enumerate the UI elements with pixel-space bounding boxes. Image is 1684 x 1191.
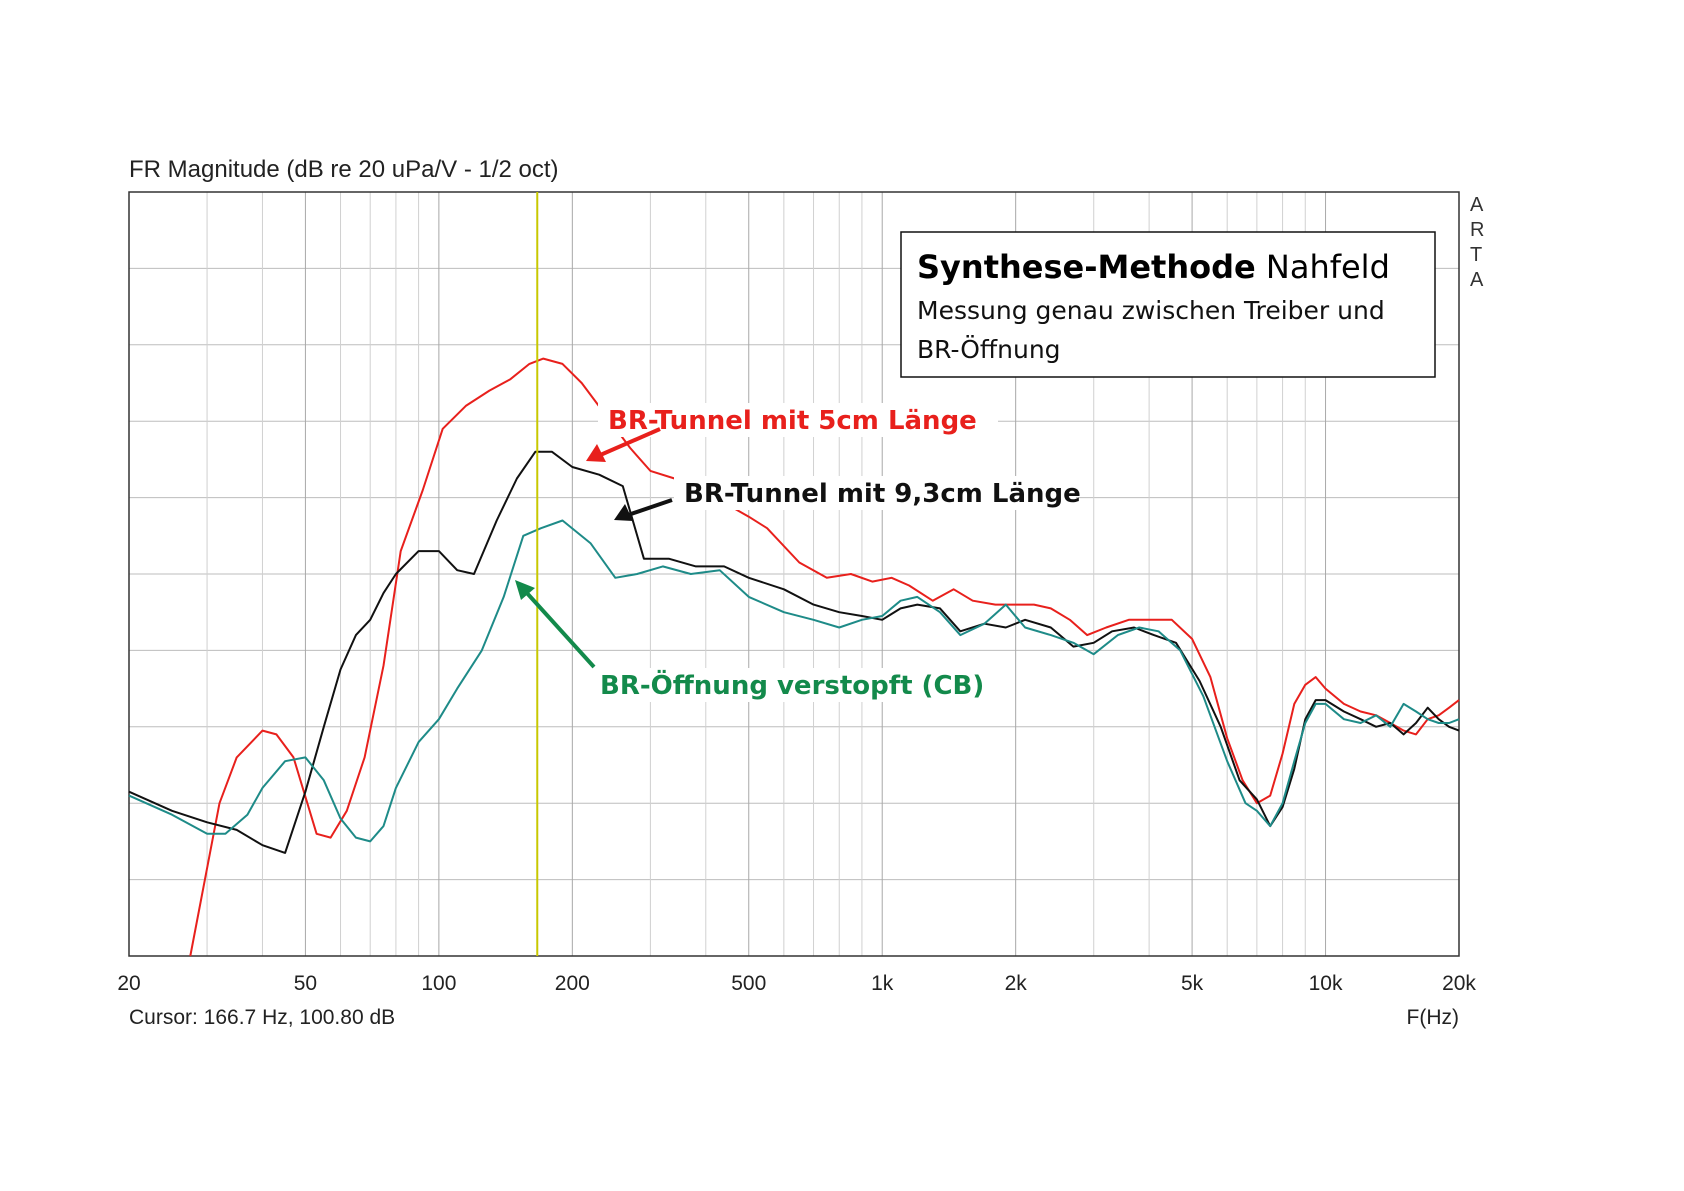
info-box-line-1: Messung genau zwischen Treiber und <box>917 296 1385 325</box>
chart-title: FR Magnitude (dB re 20 uPa/V - 1/2 oct) <box>129 156 559 183</box>
info-box-title: Synthese-Methode Nahfeld <box>917 248 1390 286</box>
series-layer <box>128 357 1460 957</box>
info-box-title-bold: Synthese-Methode <box>917 248 1256 286</box>
x-tick-label: 50 <box>294 972 317 995</box>
green-label-bg <box>593 668 955 702</box>
x-tick-label: 1k <box>871 972 894 995</box>
x-tick-label: 20k <box>1442 972 1476 995</box>
x-tick-label: 500 <box>731 972 766 995</box>
red-label-bg <box>598 403 998 437</box>
watermark-letter: A <box>1470 269 1484 291</box>
watermark-letter: R <box>1470 219 1484 241</box>
x-tick-label: 5k <box>1181 972 1204 995</box>
black-series-label: BR-Tunnel mit 9,3cm Länge <box>684 479 1081 509</box>
series-line-1 <box>189 357 1460 957</box>
info-box-line-2: BR-Öffnung <box>917 335 1061 364</box>
x-tick-label: 100 <box>421 972 456 995</box>
series-line-2 <box>128 450 1460 854</box>
green-series-label: BR-Öffnung verstopft (CB) <box>600 668 984 701</box>
x-tick-labels: 20 50 100 200 500 1k 2k 5k 10k 20k <box>117 972 1476 995</box>
watermark-letter: T <box>1470 244 1482 266</box>
plot-grid <box>129 192 1459 956</box>
info-box-title-rest: Nahfeld <box>1256 248 1390 286</box>
x-tick-label: 200 <box>555 972 590 995</box>
black-label-bg <box>674 476 1076 510</box>
x-tick-label: 2k <box>1005 972 1028 995</box>
plot-frame <box>128 191 1460 957</box>
cursor-readout: Cursor: 166.7 Hz, 100.80 dB <box>129 1006 395 1029</box>
x-tick-label: 20 <box>117 972 140 995</box>
black-arrow-icon <box>614 498 673 521</box>
red-arrow-icon <box>586 427 661 462</box>
x-tick-label: 10k <box>1309 972 1343 995</box>
x-axis-label: F(Hz) <box>1407 1006 1459 1029</box>
watermark-letter: A <box>1470 194 1484 216</box>
info-box <box>900 231 1436 378</box>
green-arrow-icon <box>515 580 596 669</box>
red-series-label: BR-Tunnel mit 5cm Länge <box>608 406 977 436</box>
series-line-3 <box>128 519 1460 843</box>
